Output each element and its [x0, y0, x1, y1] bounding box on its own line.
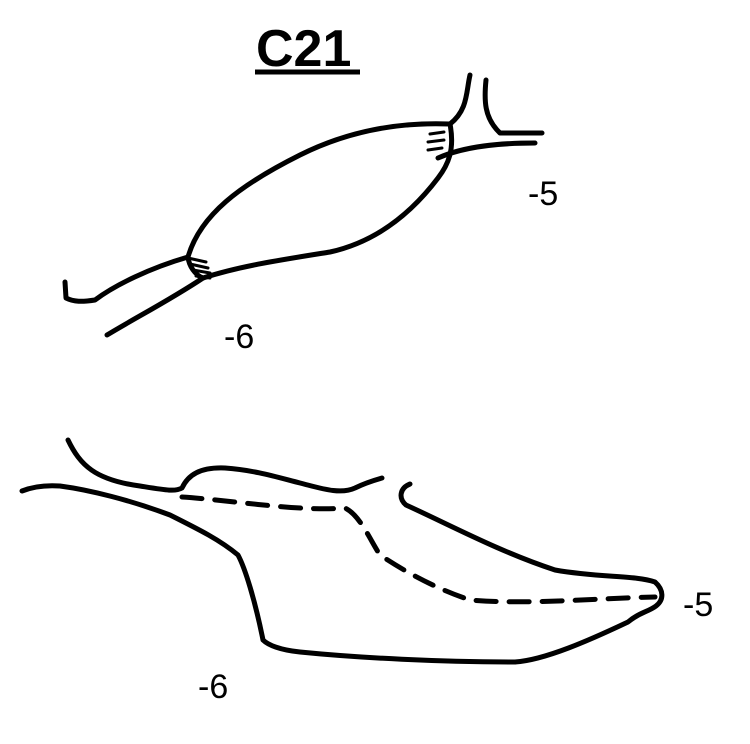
bottom-segment-right-edge — [398, 481, 665, 665]
figure-title: C21 — [256, 20, 351, 78]
top-segment-drawing — [62, 72, 545, 338]
top-label-left: -6 — [224, 318, 254, 356]
bottom-segment-dashed-boundary — [179, 494, 658, 605]
top-segment-right-branch-lower — [435, 140, 538, 161]
bottom-segment-top-edge — [65, 437, 385, 494]
bottom-segment-drawing — [19, 437, 665, 665]
bottom-label-left: -6 — [198, 668, 228, 706]
top-segment-body — [185, 121, 455, 281]
bottom-label-right: -5 — [683, 586, 713, 624]
bottom-segment-bottom-edge — [19, 483, 518, 665]
top-segment-left-line-lower — [104, 275, 206, 338]
top-segment-left-line-upper — [62, 254, 191, 304]
top-segment-right-branch-upper — [447, 72, 473, 127]
top-segment-right-tip — [482, 77, 545, 136]
top-label-right: -5 — [528, 175, 558, 213]
top-segment-hatch-right — [426, 130, 446, 152]
top-segment-hatch-left — [186, 256, 212, 280]
